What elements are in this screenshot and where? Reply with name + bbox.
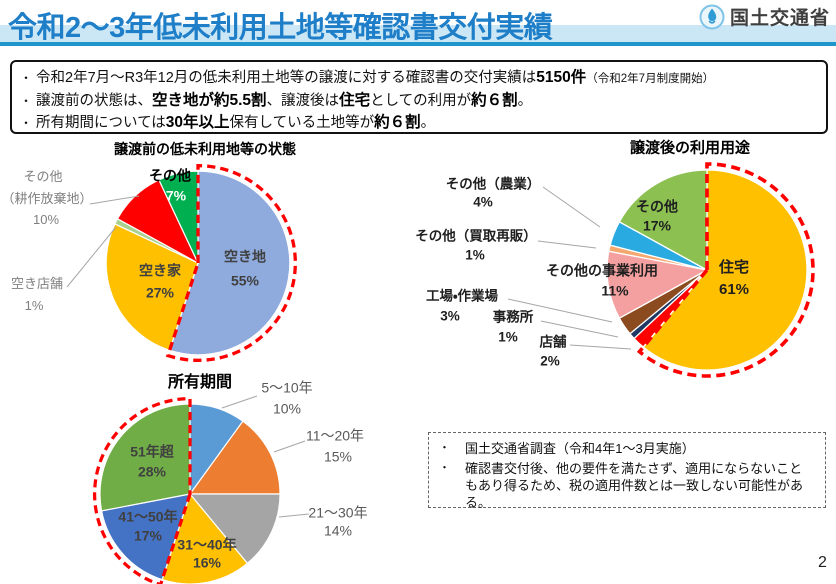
pie3-pct-51: 28% [137, 463, 167, 480]
pie3-pct-31-40: 16% [192, 554, 222, 571]
pie1-pct-akitenpo: 1% [24, 297, 44, 313]
header-accent-line [0, 42, 836, 46]
pie3-label-5-10: 5～10年 [261, 379, 313, 396]
summary-text: 。 [420, 115, 436, 131]
mlit-logo: 国土交通省 [699, 3, 830, 30]
pie2-label-kojo: 工場・作業場 [425, 288, 499, 304]
pie1-pct-sonota: 7% [165, 187, 187, 204]
summary-note: （令和2年7月制度開始） [586, 73, 715, 85]
summary-bullet-1: ・ 令和2年7月～R3年12月の低未利用土地等の譲渡に対する確認書の交付実績は5… [20, 67, 816, 90]
summary-bold: 5150件 [536, 69, 587, 86]
chart-title-after-use: 譲渡後の利用用途 [629, 139, 751, 157]
pie3-pct-5-10: 10% [272, 400, 302, 417]
summary-text: 令和2年7月～R3年12月の低未利用土地等の譲渡に対する確認書の交付実績は [36, 70, 537, 86]
summary-bold: 住宅 [339, 92, 371, 109]
pie1-label-akitenpo: 空き店舗 [10, 275, 64, 291]
note-text: 確認書交付後、他の要件を満たさず、適用にならないこともあり得るため、税の適用件数… [465, 461, 804, 510]
pie2-pct-jutaku: 61% [718, 280, 750, 298]
pie1-pct-akiya: 27% [145, 284, 175, 301]
page-number: 2 [818, 554, 827, 571]
pie2-pct-sonota: 17% [642, 217, 672, 234]
pie2-pct-kaitori: 1% [465, 247, 485, 263]
pie1-pct-akichi: 55% [230, 272, 260, 289]
pie3-pct-11-20: 15% [323, 448, 353, 465]
summary-bold: 約６割 [374, 114, 421, 131]
pie2-pct-nogyo: 4% [473, 194, 493, 210]
pie2-pct-tenpo: 2% [540, 353, 560, 369]
note-item-1: ・ 国土交通省調査（令和4年1～3月実施） [439, 440, 815, 457]
summary-bold: 約６割 [471, 92, 518, 109]
bullet-dot: ・ [439, 462, 450, 474]
pie1-label-akiya: 空き家 [139, 262, 181, 279]
pie-chart-ownership-period [91, 395, 289, 584]
bullet-dot: ・ [20, 94, 33, 108]
pie1-label-sonota: その他 [149, 167, 191, 184]
pie3-label-31-40: 31～40年 [177, 536, 237, 553]
summary-bullet-3: ・ 所有期間については30年以上保有している土地等が約６割。 [20, 112, 816, 134]
pie2-label-jimusho: 事務所 [492, 309, 534, 325]
note-item-2: ・ 確認書交付後、他の要件を満たさず、適用にならないこともあり得るため、税の適用… [439, 460, 815, 511]
pie3-pct-41-50: 17% [133, 527, 163, 544]
pie2-pct-kojo: 3% [440, 308, 460, 324]
summary-text: 。 [517, 93, 533, 109]
pie-chart-after-use [597, 160, 817, 380]
pie1-label-kosaku-2: （耕作放棄地） [1, 190, 93, 206]
summary-text: 譲渡前の状態は、 [36, 93, 152, 109]
summary-text: 保有している土地等が [229, 115, 375, 131]
pie2-pct-jimusho: 1% [498, 329, 518, 345]
pie1-label-akichi: 空き地 [224, 248, 266, 265]
bullet-dot: ・ [20, 116, 33, 130]
pie2-label-jutaku: 住宅 [718, 258, 750, 276]
header: 令和2～3年低未利用土地等確認書交付実績 [0, 0, 836, 44]
bullet-dot: ・ [20, 71, 33, 85]
summary-bullet-2: ・ 譲渡前の状態は、空き地が約5.5割、譲渡後は住宅としての利用が約６割。 [20, 90, 816, 112]
pie3-pct-21-30: 14% [323, 522, 353, 539]
source-note-box: ・ 国土交通省調査（令和4年1～3月実施） ・ 確認書交付後、他の要件を満たさず… [428, 432, 826, 511]
pie-chart-before-state [97, 162, 299, 364]
summary-bold: 30年以上 [165, 114, 230, 131]
mlit-logo-text: 国土交通省 [729, 8, 830, 29]
mlit-logo-icon [699, 4, 725, 29]
pie2-label-nogyo: その他（農業） [445, 176, 541, 192]
pie2-label-tenpo: 店舗 [539, 334, 567, 350]
pie2-label-jigyo: その他の事業利用 [546, 262, 658, 279]
bullet-dot: ・ [439, 442, 450, 454]
summary-text: 所有期間については [36, 115, 166, 131]
pie3-label-11-20: 11～20年 [305, 427, 365, 444]
pie3-label-51: 51年超 [130, 443, 174, 460]
pie3-label-41-50: 41～50年 [118, 508, 178, 525]
chart-title-ownership-period: 所有期間 [167, 374, 233, 391]
summary-text: 、譲渡後は [266, 93, 340, 109]
pie2-pct-jigyo: 11% [601, 282, 629, 299]
pie3-label-21-30: 21～30年 [308, 504, 368, 521]
pie1-pct-kosaku: 10% [32, 211, 60, 227]
pie2-label-kaitori: その他（買取再販） [415, 228, 537, 244]
summary-box: ・ 令和2年7月～R3年12月の低未利用土地等の譲渡に対する確認書の交付実績は5… [10, 60, 828, 134]
page-title: 令和2～3年低未利用土地等確認書交付実績 [8, 12, 553, 44]
note-text: 国土交通省調査（令和4年1～3月実施） [465, 441, 695, 456]
chart-title-before-state: 譲渡前の低未利用地等の状態 [114, 141, 296, 157]
pie1-label-kosaku-1: その他 [23, 168, 63, 184]
pie2-label-sonota: その他 [636, 198, 678, 215]
summary-bold: 空き地が約5.5割 [152, 92, 267, 109]
summary-text: としての利用が [370, 93, 472, 109]
